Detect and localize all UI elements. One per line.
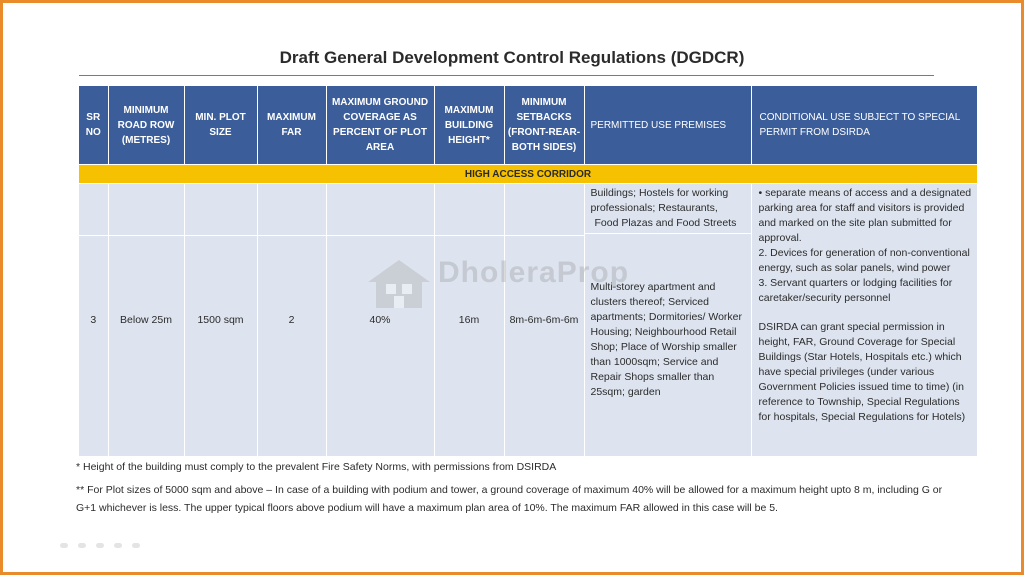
conditional-note: DSIRDA can grant special permission in h… [758,321,966,423]
section-row: HIGH ACCESS CORRIDOR [79,164,977,184]
table-row: 3 Below 25m 1500 sqm 2 40% 16m 8m-6m-6m-… [79,183,978,456]
permitted-top-line: Food Plazas and Food Streets [594,217,737,229]
header-ground-coverage: MAXIMUM GROUND COVERAGE AS PERCENT OF PL… [326,86,435,165]
conditional-item: • separate means of access and a designa… [758,187,972,244]
table-header-row: SR NO MINIMUM ROAD ROW (METRES) MIN. PLO… [79,86,978,165]
cell-coverage: 40% [326,183,435,456]
dot [132,543,140,548]
page-title: Draft General Development Control Regula… [279,48,745,67]
dot [96,543,104,548]
cell-far: 2 [257,183,327,456]
cell-setbacks: 8m-6m-6m-6m [504,183,585,456]
cell-road-row: Below 25m [108,183,185,456]
dot [78,543,86,548]
cell-plot-size: 1500 sqm [184,183,258,456]
footnote-plot: ** For Plot sizes of 5000 sqm and above … [76,484,943,514]
header-far: MAXIMUM FAR [257,86,327,165]
permitted-use-top: Buildings; Hostels for working professio… [584,184,751,234]
cell-height: 16m [434,183,505,456]
cell-permitted-use: Buildings; Hostels for working professio… [584,183,752,456]
slide-dots [60,543,140,548]
header-sr-no: SR NO [79,86,109,165]
permitted-use-bottom: Multi-storey apartment and clusters ther… [590,281,743,398]
header-building-height: MAXIMUM BUILDING HEIGHT* [434,86,505,165]
permitted-top-line: professionals; Restaurants, [590,202,718,214]
header-setbacks: MINIMUM SETBACKS (FRONT-REAR-BOTH SIDES) [504,86,585,165]
header-permitted-use: PERMITTED USE PREMISES [584,86,752,165]
header-plot-size: MIN. PLOT SIZE [184,86,258,165]
conditional-item: 2. Devices for generation of non-convent… [758,247,970,274]
dot [60,543,68,548]
section-label: HIGH ACCESS CORRIDOR [79,164,977,184]
regulations-table: SR NO MINIMUM ROAD ROW (METRES) MIN. PLO… [79,86,978,456]
cell-sr: 3 [79,183,109,456]
row-divider [79,235,584,236]
permitted-top-line: Buildings; Hostels for working [590,187,729,199]
header-road-row: MINIMUM ROAD ROW (METRES) [108,86,185,165]
cell-conditional-use: • separate means of access and a designa… [751,183,978,456]
header-conditional-use: CONDITIONAL USE SUBJECT TO SPECIAL PERMI… [751,86,978,165]
title-divider [79,75,934,76]
footnote-height: * Height of the building must comply to … [76,461,557,473]
conditional-item: 3. Servant quarters or lodging facilitie… [758,277,953,304]
dot [114,543,122,548]
